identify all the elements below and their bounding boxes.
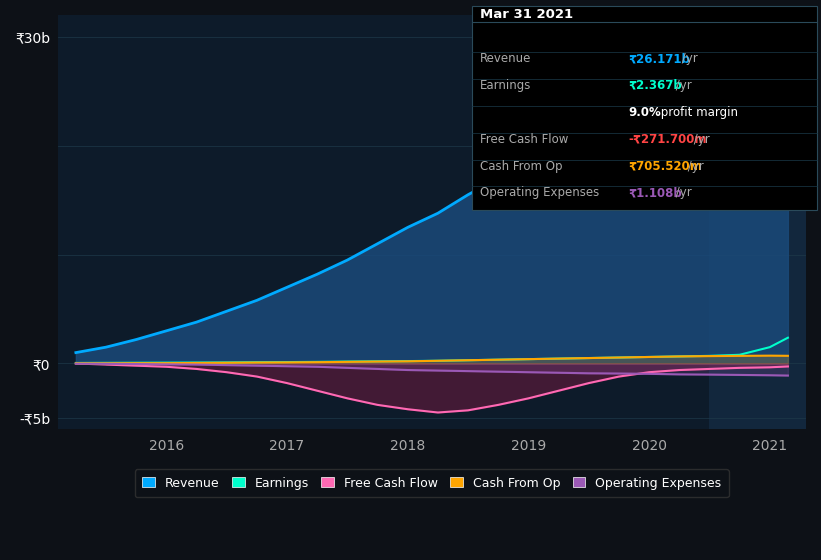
Text: ₹705.520m: ₹705.520m — [628, 160, 702, 172]
Legend: Revenue, Earnings, Free Cash Flow, Cash From Op, Operating Expenses: Revenue, Earnings, Free Cash Flow, Cash … — [135, 469, 729, 497]
Text: ₹26.171b: ₹26.171b — [628, 52, 690, 65]
Text: profit margin: profit margin — [657, 106, 738, 119]
Text: /yr: /yr — [690, 133, 709, 146]
Text: ₹2.367b: ₹2.367b — [628, 79, 681, 92]
Text: Operating Expenses: Operating Expenses — [480, 186, 599, 199]
Text: -₹271.700m: -₹271.700m — [628, 133, 707, 146]
Text: /yr: /yr — [684, 160, 704, 172]
Text: Earnings: Earnings — [480, 79, 532, 92]
Text: Revenue: Revenue — [480, 52, 532, 65]
Text: 9.0%: 9.0% — [628, 106, 661, 119]
Text: /yr: /yr — [678, 52, 698, 65]
Text: /yr: /yr — [672, 186, 692, 199]
Text: ₹1.108b: ₹1.108b — [628, 186, 681, 199]
Text: Mar 31 2021: Mar 31 2021 — [480, 8, 573, 21]
Text: Cash From Op: Cash From Op — [480, 160, 562, 172]
Bar — [709, 15, 821, 429]
Text: /yr: /yr — [672, 79, 692, 92]
Text: Free Cash Flow: Free Cash Flow — [480, 133, 569, 146]
